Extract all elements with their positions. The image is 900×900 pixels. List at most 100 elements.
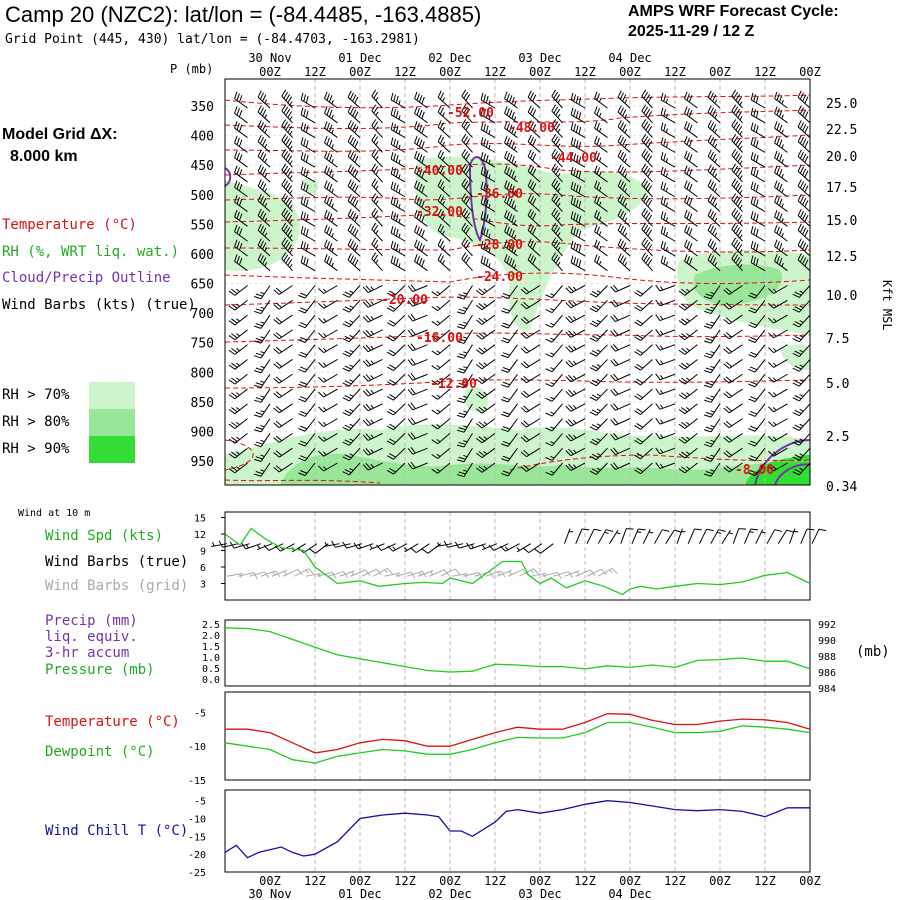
barb-staff [615, 344, 631, 352]
barb-flag [634, 336, 641, 342]
wind-barb [501, 299, 518, 314]
wind-barb [234, 135, 248, 153]
barb-flag [725, 435, 733, 442]
barb-flag [663, 197, 666, 206]
wind-barb [678, 314, 698, 326]
wind-barb [707, 194, 721, 212]
barb-half [598, 142, 602, 147]
barb-flag [352, 212, 357, 220]
wind-barb [281, 104, 293, 124]
wind-barb [641, 208, 653, 227]
wind-barb [792, 314, 810, 328]
barb-staff [640, 373, 653, 386]
barb-half [264, 188, 268, 193]
barb-flag [344, 306, 352, 311]
barb-staff [304, 329, 316, 343]
barb-flag [619, 181, 624, 189]
barb-staff [278, 329, 293, 340]
barb-flag [343, 571, 348, 578]
barb-half [236, 466, 240, 470]
wind-barb [347, 149, 361, 168]
wind-barb [386, 329, 406, 342]
barb-flag [456, 474, 465, 478]
barb-flag [257, 120, 262, 128]
barb-flag [545, 323, 553, 328]
pressure-tick: 992 [818, 620, 836, 631]
wind-barb [407, 284, 428, 292]
barb-flag [466, 542, 472, 550]
barb-flag [619, 255, 624, 263]
legend-temperature: Temperature (°C) [2, 217, 137, 233]
barb-flag [731, 252, 737, 260]
wind-barb [324, 106, 338, 124]
wind-barb [437, 90, 451, 109]
pressure-axis-label: P (mb) [170, 62, 213, 76]
wind-barb [318, 418, 338, 428]
wind-barb [792, 403, 810, 417]
barb-half [398, 115, 401, 120]
barb-flag [349, 166, 354, 174]
wind-barb [480, 122, 496, 139]
barb-half [573, 449, 577, 454]
barb-flag [236, 226, 240, 234]
barb-flag [439, 107, 444, 115]
wind-barb [300, 255, 316, 272]
sfc-barb-grid [283, 569, 303, 577]
wind-barb [390, 196, 406, 212]
barb-half [442, 215, 445, 220]
barb-half [289, 249, 293, 254]
temp-label-m12: -12.00 [430, 377, 477, 392]
top-time-tick: 00Z [439, 65, 461, 79]
sfc-barb-grid [586, 568, 607, 577]
barb-flag [725, 332, 733, 338]
barb-flag [590, 569, 596, 576]
barb-flag [647, 199, 653, 207]
bottom-time-tick: 00Z [799, 874, 821, 888]
wind-barb [634, 433, 653, 445]
wind-barb [545, 388, 563, 402]
barb-staff [437, 344, 451, 356]
barb-flag [461, 193, 467, 200]
barb-flag [349, 225, 354, 233]
barb-half [665, 202, 668, 207]
barb-flag [501, 428, 509, 433]
wind-barb [731, 178, 743, 198]
wind-barb [660, 151, 676, 168]
sfc-barb-true [466, 542, 486, 550]
barb-flag [439, 240, 444, 248]
wind-barb [501, 373, 518, 388]
barb-half [436, 379, 441, 384]
barb-staff [699, 529, 707, 544]
barb-flag [262, 242, 267, 250]
wind-barb [371, 104, 383, 124]
wind-barb [684, 121, 698, 138]
legend-wind-barbs: Wind Barbs (kts) (true) [2, 297, 196, 313]
barb-half [799, 453, 804, 457]
barb-half [323, 451, 327, 456]
barb-half [370, 419, 374, 424]
windchill-tick: -20 [188, 850, 206, 861]
wind-barb [298, 373, 316, 388]
barb-flag [501, 443, 509, 447]
barb-flag [326, 226, 330, 234]
barb-half [799, 438, 804, 442]
barb-flag [501, 472, 509, 477]
barb-flag [573, 227, 576, 235]
wind-barb [723, 403, 743, 414]
wind-barb [565, 403, 586, 412]
barb-flag [778, 109, 783, 118]
wind-barb [565, 462, 586, 471]
barb-flag [328, 228, 333, 236]
barb-flag [395, 184, 399, 192]
barb-flag [324, 254, 328, 262]
barb-staff [300, 203, 316, 212]
wind-barb [731, 208, 743, 227]
wind-barb [257, 253, 271, 272]
barb-flag [634, 306, 641, 312]
barb-flag [480, 137, 484, 145]
barb-flag [737, 96, 743, 104]
barb-flag [573, 183, 576, 191]
barb-flag [281, 178, 287, 186]
barb-flag [463, 165, 469, 173]
barb-flag [504, 224, 508, 232]
